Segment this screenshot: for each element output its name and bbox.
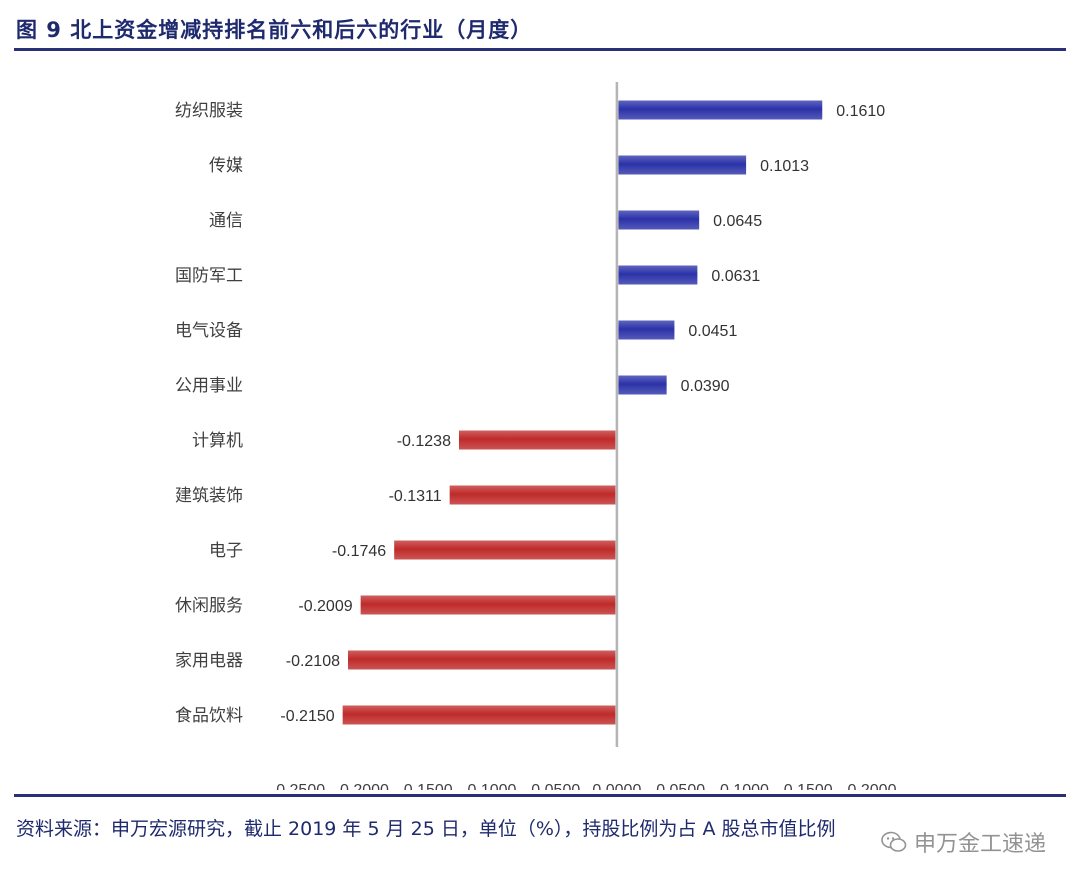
category-label: 食品饮料: [175, 706, 243, 726]
data-label: 0.1610: [836, 103, 885, 120]
figure-title: 图 9 北上资金增减持排名前六和后六的行业（月度）: [16, 18, 533, 42]
category-label: 计算机: [192, 431, 243, 451]
data-label: 0.1013: [760, 158, 809, 175]
data-label: 0.0390: [681, 378, 730, 395]
bar-positive: [618, 100, 823, 120]
category-label: 通信: [209, 211, 243, 231]
bar-negative: [449, 485, 616, 505]
wechat-icon: [881, 831, 907, 852]
x-tick-label: 0.1500: [784, 782, 833, 790]
category-label: 公用事业: [175, 376, 243, 396]
data-label: -0.1311: [389, 488, 442, 505]
x-tick-label: 0.2000: [848, 782, 897, 790]
watermark-text: 申万金工速递: [913, 832, 1046, 857]
title-rule: [14, 48, 1066, 51]
data-label: -0.2108: [286, 653, 340, 670]
bar-negative: [360, 595, 616, 615]
category-label: 家用电器: [175, 651, 243, 671]
bar-chart: 纺织服装 0.1610 传媒 0.1013 通信 0.0645 国防军工 0.0631 电气设备…: [175, 82, 897, 790]
bar-negative: [348, 650, 616, 670]
data-label: -0.2009: [298, 598, 352, 615]
footer-rule: [14, 794, 1066, 797]
data-label: 0.0631: [711, 268, 760, 285]
bar-positive: [618, 265, 698, 285]
x-tick-label: 0.1000: [720, 782, 769, 790]
watermark: 申万金工速递: [880, 826, 1046, 858]
category-label: 休闲服务: [175, 596, 243, 616]
bar-positive: [618, 320, 675, 340]
data-label: 0.0645: [713, 213, 762, 230]
data-label: 0.0451: [688, 323, 737, 340]
x-tick-label: -0.1000: [462, 782, 516, 790]
category-label: 电气设备: [175, 321, 243, 341]
source-note: 资料来源：申万宏源研究，截止 2019 年 5 月 25 日，单位（%），持股比…: [16, 818, 836, 840]
bar-negative: [458, 430, 616, 450]
bar-positive: [618, 155, 747, 175]
x-tick-label: -0.2500: [271, 782, 325, 790]
data-label: -0.1746: [332, 543, 386, 560]
x-tick-label: 0.0000: [592, 782, 641, 790]
data-label: -0.1238: [397, 433, 451, 450]
data-label: -0.2150: [280, 708, 334, 725]
x-tick-label: 0.0500: [656, 782, 705, 790]
category-label: 建筑装饰: [175, 486, 243, 506]
x-tick-label: -0.0500: [526, 782, 580, 790]
bar-positive: [618, 375, 667, 395]
bar-positive: [618, 210, 700, 230]
category-label: 电子: [209, 541, 243, 561]
category-label: 传媒: [209, 156, 243, 176]
bar-negative: [394, 540, 616, 560]
category-label: 纺织服装: [175, 101, 243, 121]
bar-negative: [342, 705, 616, 725]
x-tick-label: -0.2000: [335, 782, 389, 790]
x-tick-label: -0.1500: [398, 782, 452, 790]
category-label: 国防军工: [175, 266, 243, 286]
